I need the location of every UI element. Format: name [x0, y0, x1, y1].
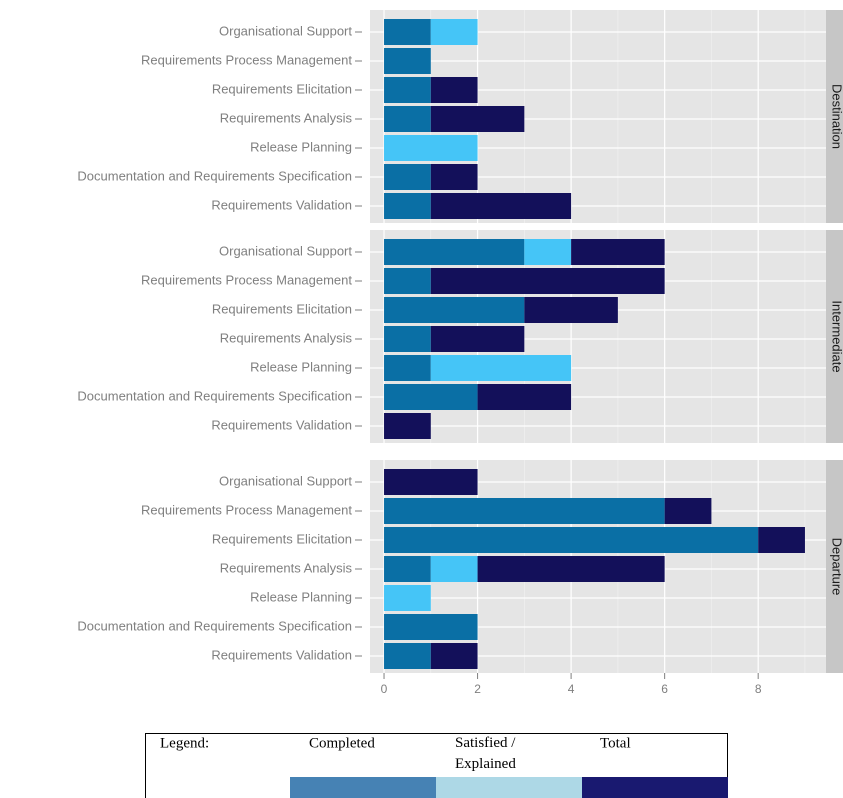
y-tick-label: Requirements Analysis	[220, 110, 353, 125]
bar-segment	[384, 77, 431, 103]
y-tick-label: Requirements Elicitation	[212, 301, 352, 316]
y-tick-label: Documentation and Requirements Specifica…	[77, 388, 352, 403]
legend-label: Satisfied / Explained	[455, 735, 516, 772]
strip-label: Intermediate	[830, 300, 843, 372]
strip-background	[826, 460, 843, 673]
legend-label: Completed	[309, 735, 375, 751]
bar-segment	[758, 527, 805, 553]
bar-segment	[384, 239, 525, 265]
bar-segment	[430, 643, 478, 669]
y-tick-label: Organisational Support	[219, 243, 352, 258]
legend-swatch	[436, 777, 582, 798]
y-tick-label: Requirements Validation	[211, 197, 352, 212]
y-tick-label: Documentation and Requirements Specifica…	[77, 618, 352, 633]
bar-segment	[430, 106, 525, 132]
bar-segment	[384, 193, 431, 219]
bar-segment	[524, 297, 618, 323]
bar-segment	[384, 268, 431, 294]
y-tick-label: Requirements Process Management	[141, 272, 352, 287]
y-tick-label: Release Planning	[250, 359, 352, 374]
strip-background	[826, 10, 843, 223]
y-tick-label: Requirements Elicitation	[212, 531, 352, 546]
x-tick-label: 4	[568, 682, 575, 696]
y-tick-label: Requirements Analysis	[220, 330, 353, 345]
bar-segment	[664, 498, 712, 524]
legend-swatch	[290, 777, 436, 798]
bar-segment	[477, 384, 572, 410]
x-tick-label: 2	[474, 682, 481, 696]
bar-segment	[430, 556, 478, 582]
y-tick-label: Organisational Support	[219, 23, 352, 38]
legend-label: Total	[600, 735, 631, 751]
bar-segment	[430, 268, 665, 294]
bar-segment	[384, 614, 478, 640]
bar-segment	[384, 164, 431, 190]
y-tick-label: Release Planning	[250, 139, 352, 154]
y-tick-label: Requirements Elicitation	[212, 81, 352, 96]
y-tick-label: Organisational Support	[219, 473, 352, 488]
bar-segment	[384, 106, 431, 132]
legend-swatch	[582, 777, 728, 798]
bar-segment	[384, 355, 431, 381]
bar-segment	[524, 239, 572, 265]
x-tick-label: 8	[755, 682, 762, 696]
bar-segment	[430, 326, 525, 352]
y-tick-label: Requirements Process Management	[141, 502, 352, 517]
bar-segment	[384, 556, 431, 582]
bar-segment	[384, 585, 431, 611]
bar-segment	[384, 135, 478, 161]
y-tick-label: Release Planning	[250, 589, 352, 604]
bar-segment	[384, 19, 431, 45]
bar-segment	[384, 498, 665, 524]
bar-segment	[430, 164, 478, 190]
bar-segment	[384, 643, 431, 669]
bar-segment	[571, 239, 665, 265]
bar-segment	[384, 384, 478, 410]
y-tick-label: Documentation and Requirements Specifica…	[77, 168, 352, 183]
y-tick-label: Requirements Validation	[211, 417, 352, 432]
strip-label: Destination	[830, 84, 843, 149]
x-tick-label: 6	[661, 682, 668, 696]
x-tick-label: 0	[381, 682, 388, 696]
bar-segment	[384, 48, 431, 74]
legend-title: Legend:	[160, 735, 209, 751]
bar-segment	[477, 556, 665, 582]
bar-segment	[384, 326, 431, 352]
bar-segment	[384, 469, 478, 495]
bar-segment	[430, 355, 572, 381]
strip-label: Departure	[830, 538, 843, 596]
bar-segment	[430, 193, 572, 219]
strip-background	[826, 230, 843, 443]
bar-segment	[430, 77, 478, 103]
y-tick-label: Requirements Validation	[211, 647, 352, 662]
bar-segment	[430, 19, 478, 45]
bar-segment	[384, 297, 525, 323]
y-tick-label: Requirements Process Management	[141, 52, 352, 67]
legend-box	[145, 733, 728, 798]
bar-segment	[384, 527, 759, 553]
y-tick-label: Requirements Analysis	[220, 560, 353, 575]
bar-segment	[384, 413, 431, 439]
